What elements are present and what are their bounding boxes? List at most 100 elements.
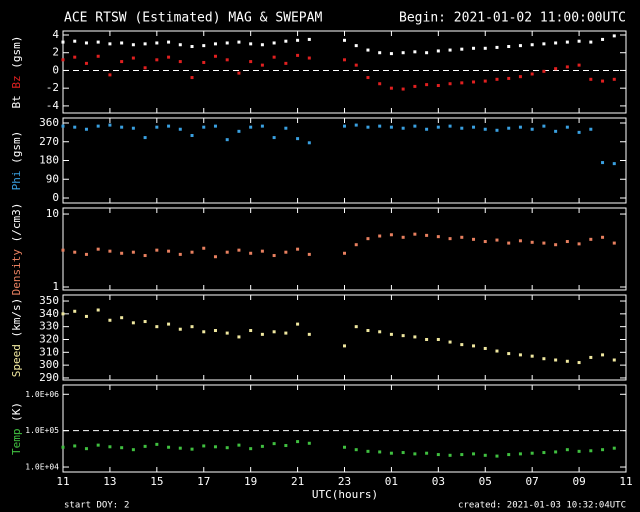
data-point [612,446,616,450]
data-point [472,237,476,241]
data-point [601,37,605,41]
data-point [272,55,276,59]
data-point [343,38,346,42]
data-point [601,448,605,452]
data-point [84,41,88,45]
data-point [389,451,393,455]
data-point [108,73,112,77]
data-point [389,52,393,56]
data-point [413,124,417,128]
x-tick-label: 19 [244,475,257,488]
data-point [73,444,77,448]
data-point [202,444,206,448]
data-point [530,127,534,131]
data-point [61,58,65,62]
data-point [495,349,499,353]
start-doy: 2 [124,501,129,511]
y-axis-label: Speed (km/s) [10,298,23,378]
data-point [507,45,511,49]
legend-entry: Phi [10,170,23,190]
y-tick-label: 1 [52,280,59,293]
data-point [530,451,534,455]
data-point [542,357,546,361]
data-point [213,54,217,58]
data-point [307,441,311,445]
data-point [190,447,194,451]
data-point [612,358,616,362]
data-point [143,66,147,70]
data-point [178,60,182,64]
data-point [155,58,159,62]
data-point [296,38,300,42]
data-point [472,125,476,129]
y-axis-unit: (gsm) [10,36,23,69]
y-tick-label: 4 [52,28,59,41]
data-point [307,56,311,60]
data-point [343,344,346,348]
y-tick-label: 270 [39,135,59,148]
data-point [378,234,382,238]
data-point [612,77,616,81]
data-point [366,76,370,80]
data-point [401,51,405,55]
data-point [448,48,452,52]
y-axis-label: Bt Bz (gsm) [10,36,23,109]
data-point [507,352,511,356]
data-point [296,53,300,57]
data-point [413,452,417,456]
data-point [237,248,241,252]
data-point [131,321,135,325]
data-point [296,137,300,141]
data-point [143,42,147,46]
data-point [202,44,206,48]
data-point [554,67,558,71]
data-point [167,55,171,59]
data-point [61,124,65,128]
data-point [542,69,546,73]
y-tick-label: 360 [39,116,59,129]
data-point [155,125,159,129]
data-point [284,331,288,335]
data-point [73,55,77,59]
data-point [589,77,593,81]
data-point [378,330,382,334]
data-point [565,40,569,44]
data-point [84,61,88,65]
data-point [354,325,358,329]
data-point [272,330,276,334]
data-point [366,237,370,241]
legend-entry: Speed [10,344,23,377]
data-point [237,71,241,75]
data-point [518,44,522,48]
data-point [131,448,135,452]
data-point [307,37,311,41]
y-tick-label: 1.0E+06 [25,390,59,399]
data-point [495,128,499,132]
data-point [237,443,241,447]
data-point [131,56,135,60]
data-point [202,60,206,64]
data-point [143,254,147,258]
data-point [389,125,393,129]
legend-entry: Temp [10,429,23,456]
y-tick-label: 2 [52,46,59,59]
data-point [495,454,499,458]
data-point [413,84,417,88]
data-point [507,126,511,130]
data-point [249,60,253,64]
y-axis-unit: (K) [10,402,23,422]
x-tick-label: 09 [572,475,585,488]
data-point [565,359,569,363]
legend-entry: Bz [10,75,23,88]
data-point [472,452,476,456]
data-point [225,250,229,254]
data-point [73,39,77,43]
data-point [178,127,182,131]
data-point [249,125,253,129]
data-point [378,450,382,454]
data-point [589,237,593,241]
data-point [366,125,370,129]
data-point [272,442,276,446]
data-point [120,251,124,255]
